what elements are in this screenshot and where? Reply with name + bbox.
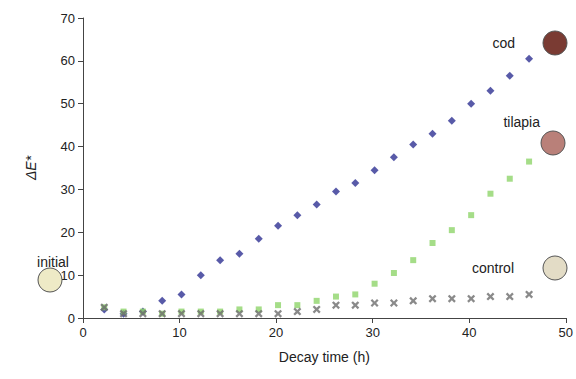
svg-text:10: 10	[172, 325, 186, 340]
svg-text:70: 70	[61, 11, 75, 26]
svg-text:control: control	[472, 260, 514, 276]
svg-text:50: 50	[61, 96, 75, 111]
svg-text:tilapia: tilapia	[503, 114, 540, 130]
svg-text:40: 40	[462, 325, 476, 340]
svg-text:ΔE*: ΔE*	[23, 155, 39, 181]
svg-text:20: 20	[269, 325, 283, 340]
svg-text:initial: initial	[37, 254, 69, 270]
svg-text:60: 60	[61, 53, 75, 68]
svg-text:40: 40	[61, 139, 75, 154]
svg-text:0: 0	[79, 325, 86, 340]
svg-text:Decay time (h): Decay time (h)	[279, 349, 370, 365]
svg-text:10: 10	[60, 267, 75, 283]
svg-text:30: 30	[365, 325, 379, 340]
svg-text:20: 20	[61, 225, 75, 240]
svg-text:30: 30	[61, 182, 75, 197]
svg-text:50: 50	[559, 325, 573, 340]
svg-text:0: 0	[68, 311, 75, 326]
svg-text:cod: cod	[492, 35, 515, 51]
